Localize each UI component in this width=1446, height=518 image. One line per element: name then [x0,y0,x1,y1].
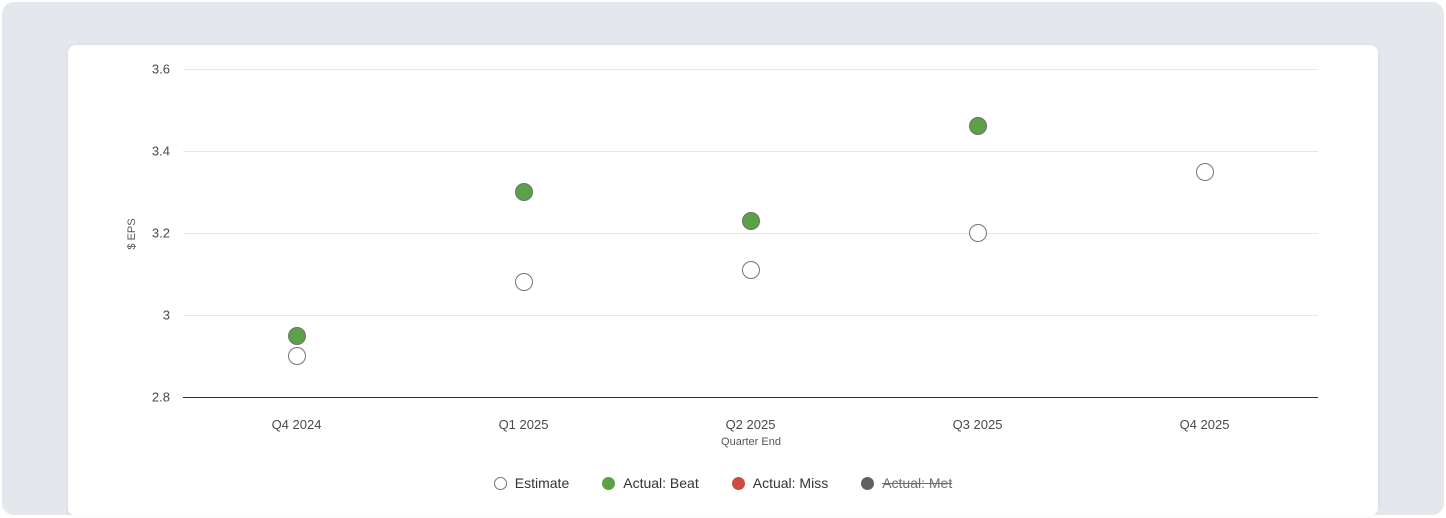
data-point-actual-beat[interactable] [741,211,760,230]
legend-item-actual-miss[interactable]: Actual: Miss [731,475,829,491]
data-point-actual-beat[interactable] [514,183,533,201]
legend-marker-icon [493,476,507,490]
data-point-estimate[interactable] [968,224,987,242]
y-tick-label: 2.8 [151,389,170,405]
y-gridline [183,315,1318,316]
eps-scatter-chart: $ EPS Quarter End Estimate Actual: Beat Ac… [68,45,1378,516]
legend-marker-icon [861,476,875,490]
x-tick-label: Q2 2025 [725,417,776,432]
chart-card: $ EPS Quarter End Estimate Actual: Beat Ac… [68,45,1378,516]
legend-label: Estimate [514,475,570,491]
data-point-estimate[interactable] [514,273,533,292]
data-point-estimate[interactable] [1195,162,1214,181]
legend-label: Actual: Beat [623,475,699,491]
legend-marker-icon [602,476,616,490]
data-point-actual-beat[interactable] [968,117,987,136]
y-tick-label: 3.6 [151,61,170,77]
x-axis-title: Quarter End [721,436,781,448]
x-tick-label: Q3 2025 [952,417,1003,432]
legend-item-estimate[interactable]: Estimate [493,475,570,491]
legend-label: Actual: Miss [752,475,829,491]
y-gridline [183,69,1318,70]
y-tick-label: 3 [162,307,170,323]
legend-item-actual-met[interactable]: Actual: Met [861,475,952,491]
x-axis-line [183,397,1318,399]
data-point-estimate[interactable] [741,260,760,279]
legend-label: Actual: Met [882,475,953,491]
data-point-estimate[interactable] [287,347,306,365]
x-tick-label: Q1 2025 [498,417,549,432]
legend-marker-icon [731,476,745,490]
y-tick-label: 3.4 [151,143,170,159]
x-tick-label: Q4 2025 [1179,417,1230,432]
legend-item-actual-beat[interactable]: Actual: Beat [602,475,699,491]
data-point-actual-beat[interactable] [287,326,306,345]
y-gridline [183,233,1318,234]
y-tick-label: 3.2 [151,225,170,241]
y-gridline [183,151,1318,152]
chart-legend: Estimate Actual: Beat Actual: Miss Actual: … [68,475,1378,491]
x-tick-label: Q4 2024 [271,417,322,432]
